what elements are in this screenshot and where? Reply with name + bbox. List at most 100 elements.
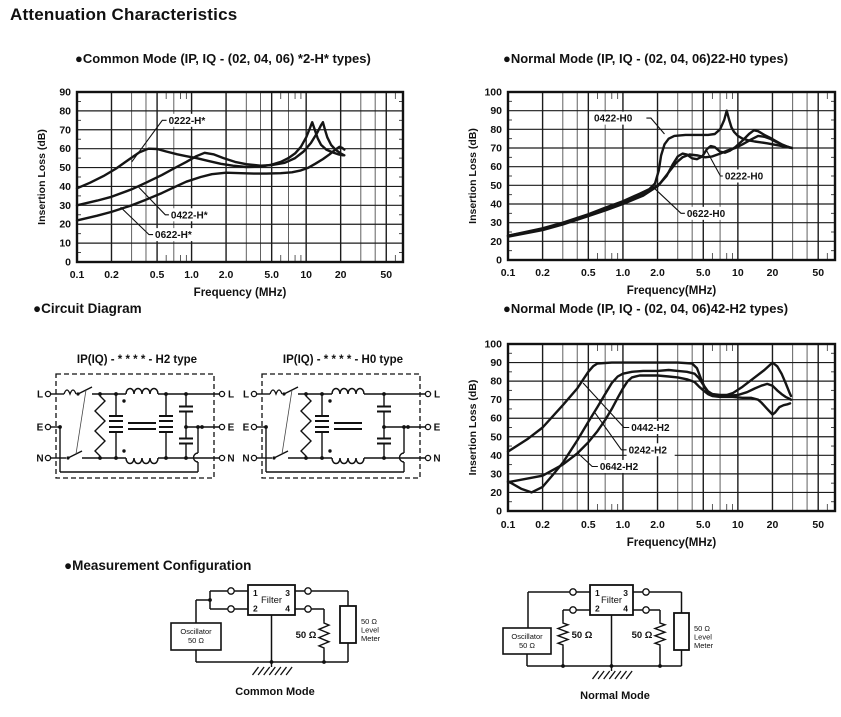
svg-text:Normal Mode: Normal Mode xyxy=(580,690,650,702)
svg-text:1: 1 xyxy=(595,588,600,598)
chart-grid xyxy=(507,92,836,260)
filter-case-outline xyxy=(261,373,421,479)
svg-text:50 Ω: 50 Ω xyxy=(572,630,593,641)
svg-text:4: 4 xyxy=(623,604,628,614)
svg-text:80: 80 xyxy=(490,124,502,136)
svg-text:L: L xyxy=(37,390,43,401)
svg-text:0.2: 0.2 xyxy=(104,269,119,281)
svg-text:70: 70 xyxy=(490,394,502,406)
axis-tick-labels: 0 20 30 40 50 60 70 80 90 100 0.1 0.2 0.5 1.0 2.0 5.0 10… xyxy=(484,87,824,280)
svg-text:L: L xyxy=(243,390,249,401)
svg-text:1.0: 1.0 xyxy=(184,269,199,281)
series-0422-H* xyxy=(75,121,346,207)
normal-mode-h2-chart-heading: ●Normal Mode (IP, IQ - (02, 04, 06)42-H2… xyxy=(503,301,789,316)
svg-text:20: 20 xyxy=(490,236,502,248)
svg-text:20: 20 xyxy=(767,519,779,531)
svg-text:Frequency(MHz): Frequency(MHz) xyxy=(627,537,717,549)
svg-text:1: 1 xyxy=(253,588,258,598)
svg-text:0642-H2: 0642-H2 xyxy=(600,462,639,473)
x-axis-title: Frequency (MHz) xyxy=(194,287,287,299)
svg-text:0622-H*: 0622-H* xyxy=(155,230,192,241)
fuse-icon xyxy=(269,389,283,396)
axis-tick-labels: 0 10 20 30 40 50 60 70 80 90 0.1 0.2 0.5 1.0 2.0 5.0 10 2… xyxy=(59,87,392,282)
svg-text:5.0: 5.0 xyxy=(264,269,279,281)
svg-text:Level: Level xyxy=(694,633,712,642)
svg-text:E: E xyxy=(434,423,441,434)
oscillator-box xyxy=(170,622,222,651)
svg-text:50 Ω: 50 Ω xyxy=(694,624,710,633)
svg-text:2: 2 xyxy=(595,604,600,614)
plot-border xyxy=(506,90,837,262)
chart-grid xyxy=(76,92,404,262)
series-0622-H0 xyxy=(506,134,794,237)
svg-text:N: N xyxy=(36,454,43,465)
svg-text:IP(IQ) - * * * * - H0 type: IP(IQ) - * * * * - H0 type xyxy=(283,354,403,366)
svg-text:0.5: 0.5 xyxy=(581,267,596,279)
svg-text:N: N xyxy=(433,454,440,465)
svg-text:N: N xyxy=(242,454,249,465)
svg-text:5.0: 5.0 xyxy=(696,267,711,279)
svg-text:3: 3 xyxy=(285,588,290,598)
series-0622-H* xyxy=(75,145,346,222)
svg-text:N: N xyxy=(227,454,234,465)
series-curves xyxy=(506,361,793,494)
svg-text:0442-H2: 0442-H2 xyxy=(631,423,670,434)
svg-text:50: 50 xyxy=(812,519,824,531)
svg-text:50 Ω: 50 Ω xyxy=(361,617,377,626)
svg-text:L: L xyxy=(228,390,234,401)
svg-text:80: 80 xyxy=(490,376,502,388)
svg-text:0: 0 xyxy=(496,506,502,518)
svg-text:20: 20 xyxy=(335,269,347,281)
svg-text:3: 3 xyxy=(623,588,628,598)
svg-text:0622-H0: 0622-H0 xyxy=(687,209,726,220)
svg-text:Level: Level xyxy=(361,626,379,635)
svg-text:0242-H2: 0242-H2 xyxy=(629,445,668,456)
svg-text:IP(IQ) - * * * * - H2 type: IP(IQ) - * * * * - H2 type xyxy=(77,354,197,366)
curve-label-0222-H0: 0222-H0 xyxy=(705,149,771,183)
svg-text:Frequency(MHz): Frequency(MHz) xyxy=(627,285,717,297)
svg-text:50: 50 xyxy=(380,269,392,281)
svg-text:100: 100 xyxy=(484,87,502,99)
curve-label-0442-H2: 0442-H2 xyxy=(582,382,678,434)
svg-text:0422-H*: 0422-H* xyxy=(171,210,208,221)
x-axis-title: Frequency(MHz) xyxy=(627,537,717,549)
common-mode-chart-heading: ●Common Mode (IP, IQ - (02, 04, 06) *2-H… xyxy=(75,51,371,66)
svg-text:40: 40 xyxy=(490,199,502,211)
svg-text:Filter: Filter xyxy=(261,595,282,606)
svg-text:5.0: 5.0 xyxy=(696,519,711,531)
svg-text:60: 60 xyxy=(490,161,502,173)
svg-text:0222-H0: 0222-H0 xyxy=(725,172,764,183)
svg-text:50: 50 xyxy=(59,162,71,174)
oscillator-box xyxy=(502,627,552,655)
y-axis-title: Insertion Loss (dB) xyxy=(36,129,48,225)
svg-text:90: 90 xyxy=(490,357,502,369)
curve-label-0422-H0: 0422-H0 xyxy=(591,111,665,135)
series-0222-H* xyxy=(75,121,345,190)
circuit-body: L L E E N N xyxy=(36,386,235,473)
x-axis-title: Frequency(MHz) xyxy=(627,285,717,297)
svg-text:0.2: 0.2 xyxy=(535,519,550,531)
svg-text:Oscillator: Oscillator xyxy=(511,632,543,641)
svg-text:Common Mode: Common Mode xyxy=(235,686,314,698)
svg-text:60: 60 xyxy=(490,413,502,425)
svg-text:0.5: 0.5 xyxy=(581,519,596,531)
common-mode-attenuation-chart: 0 10 20 30 40 50 60 70 80 90 0.1 0.2 0.5 1.0 2.0 5.0 10 2… xyxy=(36,87,405,299)
measurement-configuration-heading: ●Measurement Configuration xyxy=(64,558,252,573)
svg-text:0: 0 xyxy=(65,257,71,269)
series-curves xyxy=(506,109,794,238)
svg-text:E: E xyxy=(37,423,44,434)
normal-mode-h0-chart-heading: ●Normal Mode (IP, IQ - (02, 04, 06)22-H0… xyxy=(503,51,789,66)
svg-text:0.5: 0.5 xyxy=(150,269,165,281)
svg-text:50 Ω: 50 Ω xyxy=(632,630,653,641)
svg-text:50 Ω: 50 Ω xyxy=(296,630,317,641)
series-0422-H0 xyxy=(506,109,794,237)
series-0222-H0 xyxy=(506,129,794,238)
svg-text:E: E xyxy=(243,423,250,434)
svg-text:60: 60 xyxy=(59,143,71,155)
svg-text:50: 50 xyxy=(490,180,502,192)
svg-text:E: E xyxy=(228,423,235,434)
level-meter-box xyxy=(673,612,690,651)
curve-label-0222-H*: 0222-H* xyxy=(131,113,215,163)
svg-text:90: 90 xyxy=(490,105,502,117)
